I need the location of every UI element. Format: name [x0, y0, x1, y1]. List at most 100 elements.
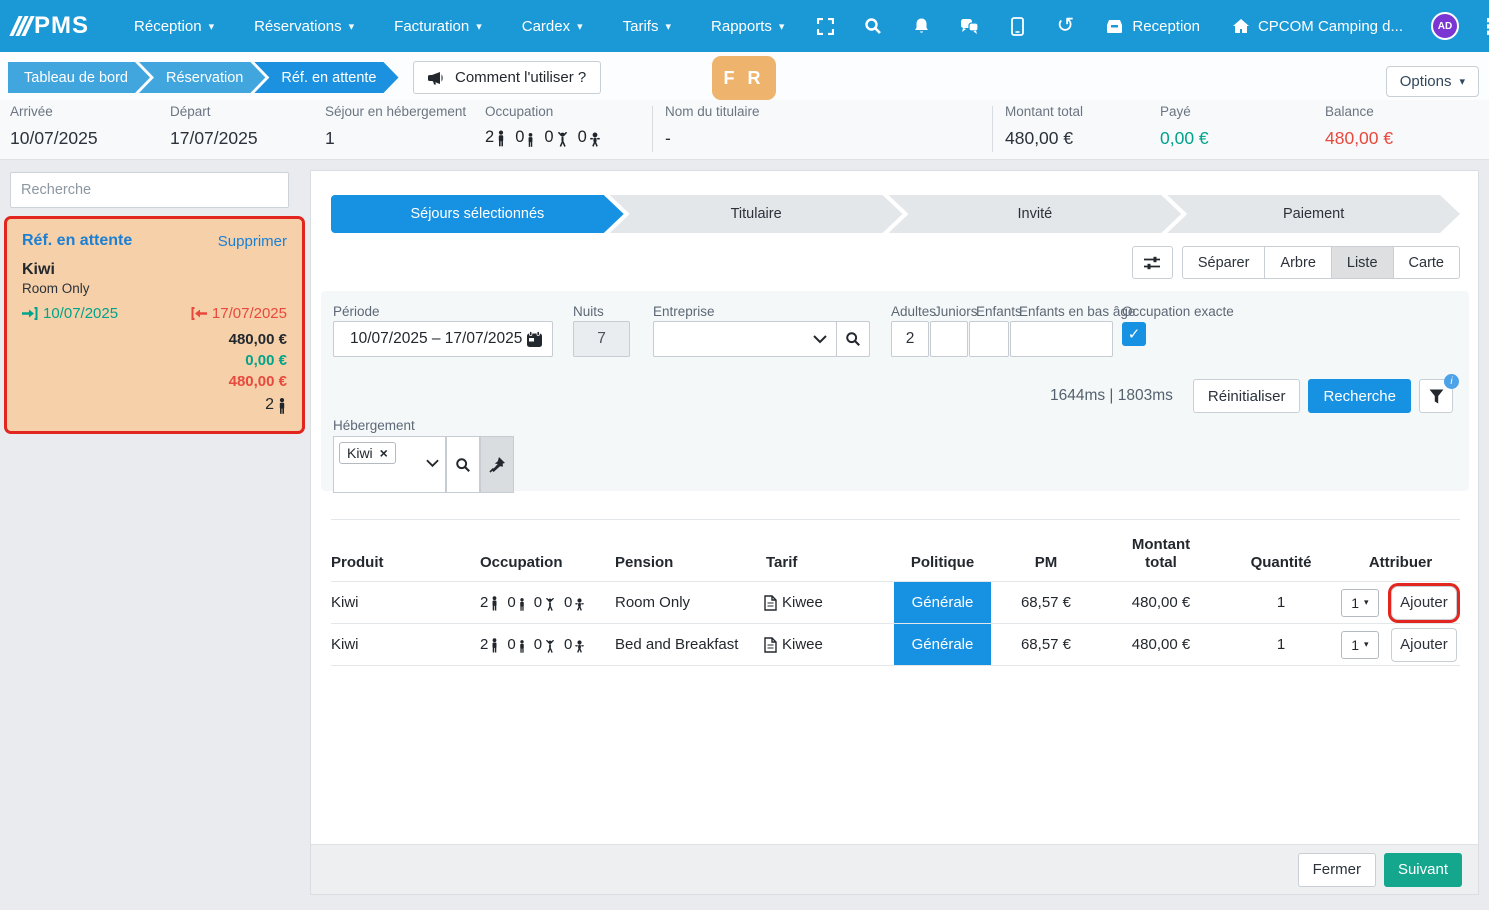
juniors-input[interactable] — [930, 321, 968, 357]
hebergement-search-button[interactable] — [446, 436, 480, 493]
menu-reception[interactable]: Réception ▾ — [134, 17, 215, 35]
sidebar-search-input[interactable] — [10, 172, 289, 208]
fullscreen-icon[interactable] — [801, 0, 849, 52]
view-tree-button[interactable]: Arbre — [1265, 246, 1332, 279]
site-selector[interactable]: CPCOM Camping d... — [1216, 0, 1419, 52]
adult-icon — [492, 638, 497, 653]
results-table: Produit Occupation Pension Tarif Politiq… — [331, 519, 1460, 666]
entreprise-search-button[interactable] — [836, 321, 870, 357]
chat-icon[interactable] — [945, 0, 993, 52]
mobile-icon[interactable] — [993, 0, 1041, 52]
user-avatar[interactable]: AD — [1431, 12, 1460, 40]
filter-button[interactable]: i — [1419, 374, 1459, 413]
apps-grid-icon[interactable] — [1471, 0, 1489, 52]
view-map-button[interactable]: Carte — [1393, 246, 1460, 279]
breadcrumb-reservation[interactable]: Réservation — [139, 62, 265, 93]
card-balance: 480,00 € — [228, 373, 287, 390]
menu-facturation[interactable]: Facturation ▾ — [394, 17, 482, 35]
view-list-button[interactable]: Liste — [1331, 246, 1394, 279]
col-occupation: Occupation — [480, 554, 563, 571]
options-button[interactable]: Options ▾ — [1385, 66, 1479, 97]
close-button[interactable]: Fermer — [1297, 852, 1376, 887]
search-button[interactable]: Recherche — [1308, 379, 1411, 413]
hebergement-select[interactable]: Kiwi × — [333, 436, 446, 493]
infant-icon — [575, 598, 585, 611]
calendar-icon — [527, 330, 542, 347]
child-icon — [545, 640, 555, 653]
pms-logo[interactable]: PMS — [9, 12, 89, 40]
breadcrumb-row: Tableau de bord Réservation Réf. en atte… — [0, 52, 1489, 100]
hebergement-pin-button[interactable] — [480, 436, 514, 493]
summary-holder-name: Nom du titulaire - — [665, 104, 760, 148]
breadcrumb: Tableau de bord Réservation Réf. en atte… — [8, 62, 399, 93]
caret-down-icon: ▾ — [1364, 597, 1369, 607]
occupation-exacte-checkbox[interactable]: ✓ — [1122, 322, 1146, 346]
close-icon[interactable]: × — [379, 445, 388, 461]
enfants-label: Enfants — [976, 304, 1022, 319]
step-selected-stays[interactable]: Séjours sélectionnés — [331, 195, 624, 233]
row-montant-total: 480,00 € — [1131, 636, 1191, 653]
hebergement-tag[interactable]: Kiwi × — [339, 442, 396, 464]
enfants-input[interactable] — [969, 321, 1009, 357]
display-settings-button[interactable] — [1131, 246, 1173, 279]
menu-reservations[interactable]: Réservations ▾ — [254, 17, 355, 35]
row-pm: 68,57 € — [1020, 594, 1072, 611]
entreprise-select[interactable] — [653, 321, 837, 357]
step-guest[interactable]: Invité — [889, 195, 1182, 233]
quantity-select[interactable]: 1 ▾ — [1341, 588, 1379, 617]
periode-input[interactable]: 10/07/2025 – 17/07/2025 — [333, 321, 553, 357]
how-to-use-button[interactable]: Comment l'utiliser ? — [413, 61, 602, 94]
step-holder[interactable]: Titulaire — [610, 195, 903, 233]
main-panel: Séjours sélectionnés Titulaire Invité Pa… — [310, 170, 1479, 895]
col-pension: Pension — [615, 554, 674, 571]
breadcrumb-pending-ref[interactable]: Réf. en attente — [254, 62, 398, 93]
home-icon — [1232, 19, 1249, 33]
step-payment[interactable]: Paiement — [1167, 195, 1460, 233]
row-politique-badge[interactable]: Générale — [894, 582, 991, 623]
card-delete-link[interactable]: Supprimer — [217, 232, 287, 250]
next-button[interactable]: Suivant — [1383, 852, 1462, 887]
menu-tarifs[interactable]: Tarifs ▾ — [622, 17, 672, 35]
nuits-input[interactable] — [573, 321, 630, 357]
divider — [652, 106, 653, 152]
language-badge[interactable]: F R — [712, 56, 776, 100]
view-separate-button[interactable]: Séparer — [1181, 246, 1266, 279]
col-politique: Politique — [910, 554, 975, 571]
col-produit: Produit — [331, 554, 384, 571]
table-row: Kiwi 2 0 0 0 Bed and Breakfast — [331, 624, 1460, 666]
history-icon[interactable]: ↺ — [1056, 13, 1075, 37]
card-status-link[interactable]: Réf. en attente — [22, 232, 133, 249]
cash-drawer-icon — [1107, 19, 1123, 33]
hebergement-multiselect: Kiwi × — [333, 436, 514, 493]
card-total: 480,00 € — [228, 331, 287, 348]
breadcrumb-dashboard[interactable]: Tableau de bord — [8, 62, 150, 93]
bas-age-input[interactable] — [1010, 321, 1113, 357]
col-quantite: Quantité — [1250, 554, 1312, 571]
summary-arrival: Arrivée 10/07/2025 — [10, 104, 98, 148]
caret-down-icon: ▾ — [665, 20, 672, 33]
adultes-input[interactable] — [891, 321, 929, 357]
sliders-icon — [1144, 256, 1161, 269]
summary-balance: Balance 480,00 € — [1325, 104, 1394, 148]
search-icon[interactable] — [849, 0, 897, 52]
quantity-select[interactable]: 1 ▾ — [1341, 630, 1379, 659]
pending-reservation-card[interactable]: Réf. en attente Supprimer Kiwi Room Only… — [4, 216, 305, 434]
caret-down-icon: ▾ — [778, 20, 785, 33]
bell-icon[interactable] — [897, 0, 945, 52]
menu-cardex[interactable]: Cardex ▾ — [521, 17, 583, 35]
reset-button[interactable]: Réinitialiser — [1192, 379, 1301, 413]
filter-info-badge: i — [1444, 374, 1459, 389]
reception-drawer-button[interactable]: Reception — [1089, 0, 1216, 52]
summary-occupation: Occupation 2 0 0 0 — [485, 104, 601, 147]
periode-label: Période — [333, 304, 380, 319]
occupation-exacte-label: Occupation exacte — [1122, 304, 1234, 319]
card-pension: Room Only — [22, 281, 90, 296]
add-button[interactable]: Ajouter — [1390, 627, 1457, 662]
menu-rapports[interactable]: Rapports ▾ — [711, 17, 785, 35]
bas-age-label: Enfants en bas âge — [1019, 304, 1136, 319]
add-button[interactable]: Ajouter — [1390, 585, 1457, 620]
infant-icon — [575, 640, 585, 653]
caret-down-icon: ▾ — [348, 20, 355, 33]
row-politique-badge[interactable]: Générale — [894, 624, 991, 665]
